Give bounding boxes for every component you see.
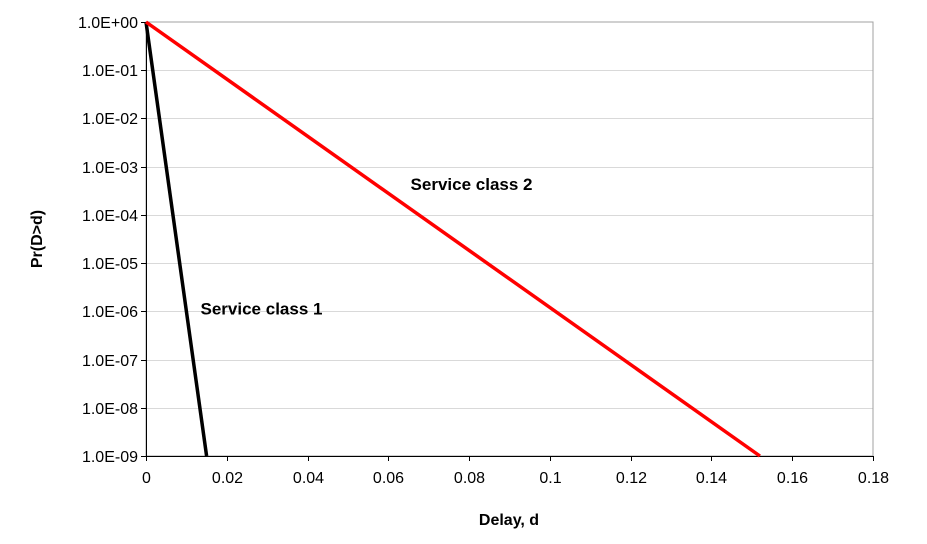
series-line-2 [144, 20, 761, 458]
y-tick-label: 1.0E-04 [82, 208, 138, 225]
y-tick-label: 1.0E-05 [82, 256, 138, 273]
x-tick-label: 0.06 [373, 470, 404, 487]
x-tick-label: 0.16 [777, 470, 808, 487]
series-annotations: Service class 2 Service class 1 [201, 175, 533, 319]
series-annotation: Service class 1 [201, 300, 323, 319]
y-tick-label: 1.0E-01 [82, 63, 138, 80]
x-tick-label: 0.14 [696, 470, 727, 487]
y-tick-label: 1.0E-08 [82, 401, 138, 418]
axes: 1.0E+00 1.0E-01 1.0E-02 1.0E-03 1.0E-04 1.0E-… [78, 15, 889, 487]
x-tick-label: 0.18 [858, 470, 889, 487]
series-line-1 [144, 21, 209, 457]
y-tick-label: 1.0E-07 [82, 353, 138, 370]
series-lines [144, 20, 761, 458]
x-tick-label: 0.08 [454, 470, 485, 487]
x-tick-label: 0 [142, 470, 151, 487]
series-annotation: Service class 2 [411, 175, 533, 194]
x-tick-label: 0.04 [293, 470, 324, 487]
x-tick-label: 0.12 [616, 470, 647, 487]
y-tick-label: 1.0E+00 [78, 15, 138, 32]
x-tick-label: 0.02 [212, 470, 243, 487]
y-tick-label: 1.0E-06 [82, 304, 138, 321]
y-tick-label: 1.0E-02 [82, 111, 138, 128]
x-tick-label: 0.1 [539, 470, 561, 487]
y-axis-title: Pr(D>d) [29, 210, 46, 268]
y-tick-label: 1.0E-03 [82, 160, 138, 177]
y-tick-label: 1.0E-09 [82, 449, 138, 466]
gridlines [146, 70, 873, 409]
plot-area-border [145, 21, 874, 457]
x-axis-title: Delay, d [479, 512, 539, 529]
